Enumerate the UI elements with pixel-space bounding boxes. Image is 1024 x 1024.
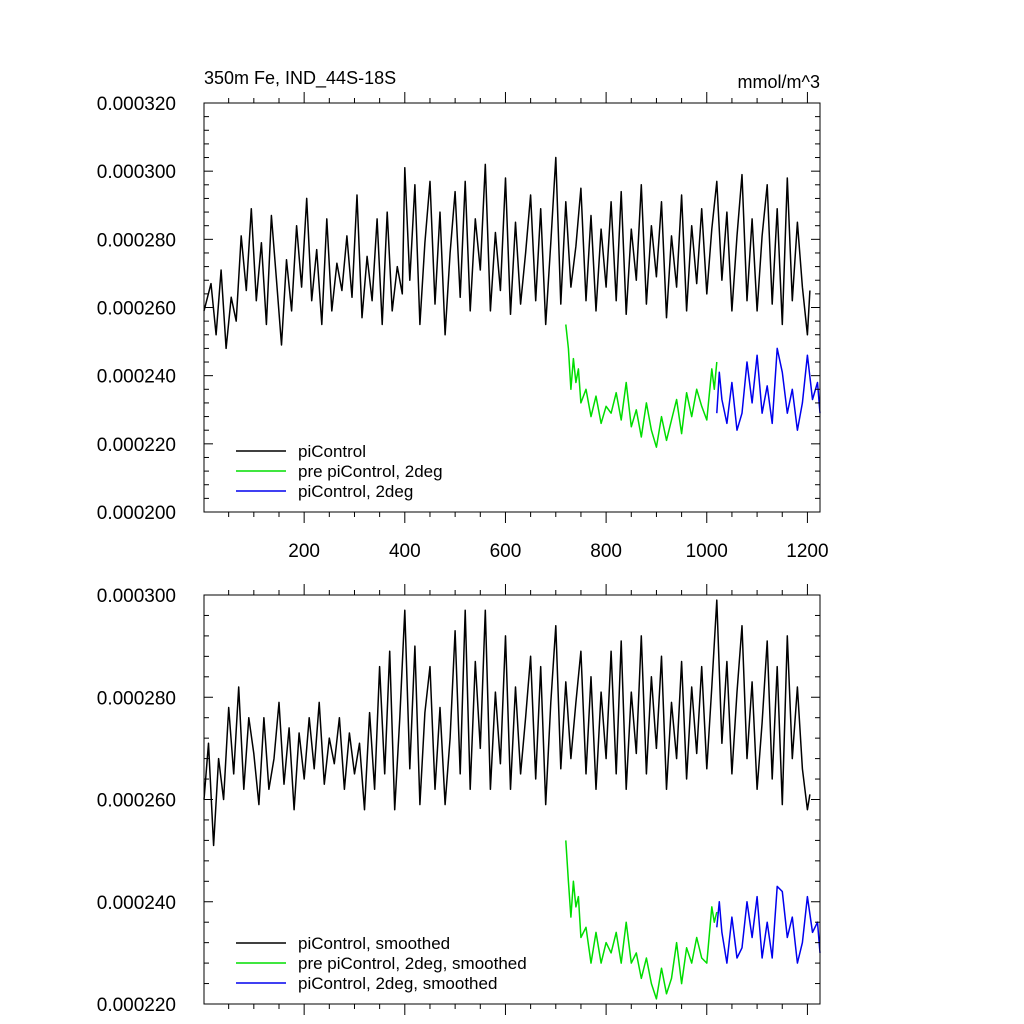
top-xtick-label-1: 400 [389, 541, 421, 562]
bottom-legend: piControl, smoothed pre piControl, 2deg,… [236, 934, 527, 993]
bottom-series-line-2 [716, 885, 821, 964]
top-legend-label-0: piControl [298, 442, 366, 461]
bottom-ytick-label-2: 0.000260 [97, 791, 176, 812]
top-legend-label-2: piControl, 2deg [298, 482, 413, 501]
top-series-line-0 [203, 156, 811, 350]
top-plot-frame [203, 102, 821, 513]
bottom-axes-layer: 0.000220 0.000240 0.000260 0.000280 0.000300 [97, 584, 820, 1016]
top-legend-label-1: pre piControl, 2deg [298, 462, 443, 481]
top-panel: 350m Fe, IND_44S-18S mmol/m^3 0.0002000.… [97, 68, 829, 562]
bottom-plot-frame [203, 594, 821, 1005]
top-axes-layer: 0.000200 0.000220 0.000240 0.000260 0.000280… [97, 92, 829, 562]
bottom-ytick-label-0: 0.000220 [97, 995, 176, 1016]
bottom-series-layer [203, 599, 821, 1000]
top-xtick-label-4: 1000 [686, 541, 728, 562]
top-series-layer [203, 156, 821, 448]
top-units: mmol/m^3 [738, 72, 820, 92]
top-ytick-label-1: 0.000220 [97, 435, 176, 456]
bottom-legend-label-1: pre piControl, 2deg, smoothed [298, 954, 527, 973]
top-ytick-label-2: 0.000240 [97, 367, 176, 388]
top-ytick-label-0: 0.000200 [97, 503, 176, 524]
bottom-legend-label-2: piControl, 2deg, smoothed [298, 974, 497, 993]
top-xtick-label-5: 1200 [786, 541, 828, 562]
top-ytick-label-6: 0.000320 [97, 94, 176, 115]
bottom-series-line-1 [565, 840, 718, 1000]
top-ytick-label-3: 0.000260 [97, 299, 176, 320]
top-series-line-2 [716, 347, 821, 431]
bottom-legend-label-0: piControl, smoothed [298, 934, 450, 953]
bottom-series-line-0 [203, 599, 811, 847]
top-title: 350m Fe, IND_44S-18S [204, 68, 396, 89]
bottom-panel: 0.000220 0.000240 0.000260 0.000280 0.000300… [97, 584, 821, 1016]
top-xtick-label-2: 600 [490, 541, 522, 562]
top-legend: piControl pre piControl, 2deg piControl,… [236, 442, 443, 501]
top-ytick-label-4: 0.000280 [97, 230, 176, 251]
bottom-ytick-label-3: 0.000280 [97, 688, 176, 709]
top-xtick-label-0: 200 [288, 541, 320, 562]
top-xtick-label-3: 800 [590, 541, 622, 562]
top-series-line-1 [565, 324, 718, 448]
bottom-ytick-label-4: 0.000300 [97, 586, 176, 607]
bottom-ytick-label-1: 0.000240 [97, 893, 176, 914]
top-ytick-label-5: 0.000300 [97, 162, 176, 183]
